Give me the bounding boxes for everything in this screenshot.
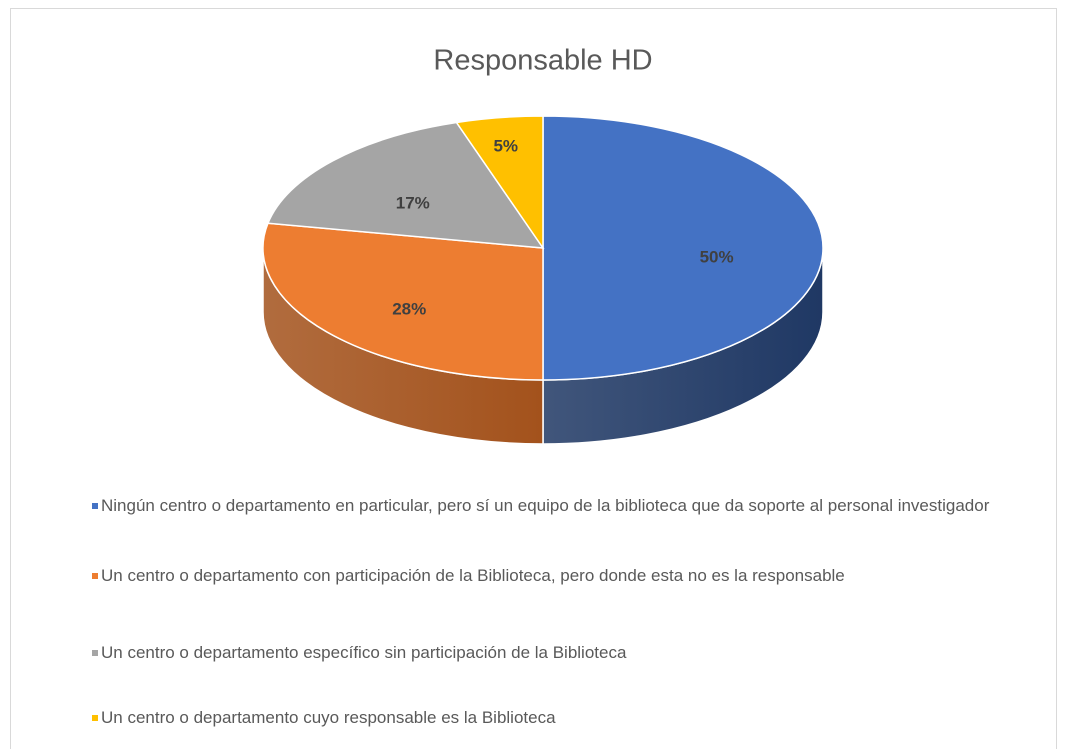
- legend-swatch: [92, 650, 98, 656]
- pie-slice: [542, 115, 824, 381]
- data-label: 5%: [493, 137, 518, 156]
- chart-frame: [10, 8, 1057, 749]
- legend-item: Un centro o departamento con participaci…: [92, 563, 1032, 589]
- chart-title: Responsable HD: [433, 45, 652, 77]
- legend-item: Un centro o departamento específico sin …: [92, 640, 1032, 666]
- pie-slice: [266, 121, 545, 249]
- legend-swatch: [92, 573, 98, 579]
- pie-slice: [262, 222, 544, 381]
- legend-swatch: [92, 503, 98, 509]
- legend-item: Ningún centro o departamento en particul…: [92, 493, 1032, 519]
- data-label: 17%: [396, 193, 430, 212]
- data-label: 28%: [392, 300, 426, 319]
- legend-item: Un centro o departamento cuyo responsabl…: [92, 705, 1032, 731]
- legend-label: Un centro o departamento cuyo responsabl…: [101, 708, 556, 727]
- legend-label: Ningún centro o departamento en particul…: [101, 496, 990, 515]
- legend-label: Un centro o departamento con participaci…: [101, 566, 845, 585]
- data-label: 50%: [700, 247, 734, 266]
- pie-slice: [455, 115, 544, 251]
- legend-swatch: [92, 715, 98, 721]
- legend-label: Un centro o departamento específico sin …: [101, 643, 627, 662]
